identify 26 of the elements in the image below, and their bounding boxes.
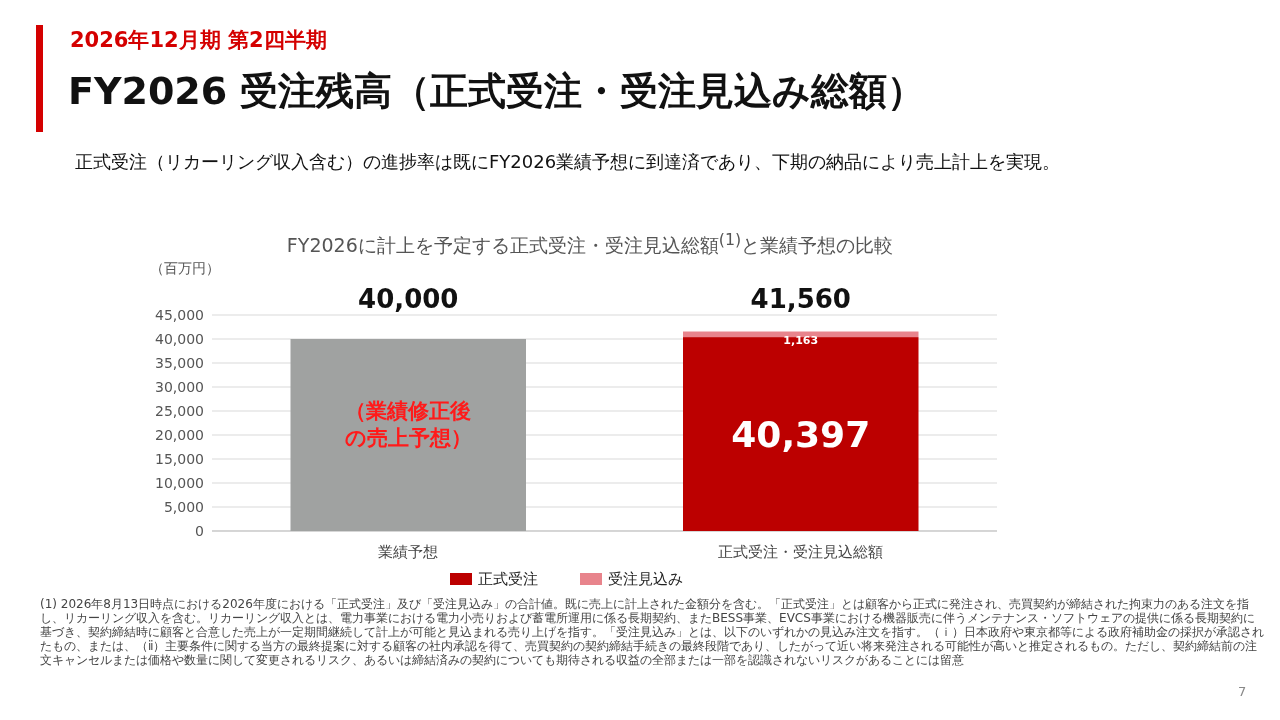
text: (1) 2026年8月13日時点における2026年度における「正式受注」及び「受注見込み」の合計値。既に売上に計上された金額分を含む。「正式受注」とは顧客から正式に発注され、売買契約が締結された拘束力のある注文を指し、リカーリング収入を含む。リカーリング収入とは、電力事業における電力小売りおよび蓄電所運用に係る長期契約、またBESS事業、EVCS事業における機器販売に伴うメンテナンス・ソフトウェアの提供に係る長期契約に基づき、契約締結時に顧客と合意した売上が一定期間継続して計上が可能と見込まれる売り上げを指す。「受注見込み」とは、以下のいずれかの見込み注文を指す。（ｉ）日本政府や東京都等による政府補助金の採択が承認されたもの、または、（ⅱ）主要条件に関する当方の最終提案に対する顧客の社内承認を得て、売買契約の契約締結手続きの最終段階であり、したがって近い将来発注される可能性が高いと推定されるもの。ただし、契約締結前の注文キャンセルまたは価格や数量に関して変更されるリスク、あるいは締結済みの契約についても期待される収益の全部または一部を認識されないリスクがあることには留意 [40, 597, 1265, 667]
y-tick-label: 25,000 [155, 403, 204, 419]
y-tick-label: 0 [195, 523, 204, 539]
y-tick-label: 45,000 [155, 307, 204, 323]
y-tick-label: 30,000 [155, 379, 204, 395]
data-label: 40,397 [731, 414, 871, 456]
total-label: 40,000 [358, 284, 459, 314]
annotation: （業績修正後の売上予想） [343, 398, 473, 452]
legend-label: 正式受注 [478, 570, 538, 588]
text: 正式受注（リカーリング収入含む）の進捗率は既にFY2026業績予想に到達済であり、下期の納品により売上計上を実現。 [75, 150, 1061, 174]
chart-title: FY2026 受注残高（正式受注・受注見込み総額） [68, 68, 926, 115]
total-label: 41,560 [750, 284, 851, 314]
y-tick-label: 5,000 [163, 499, 204, 515]
x-tick-label: 業績予想 [378, 543, 439, 561]
text: 7 [1238, 684, 1247, 699]
y-tick-label: 15,000 [155, 451, 204, 467]
y-tick-label: 40,000 [155, 331, 204, 347]
x-tick-label: 正式受注・受注見込総額 [718, 543, 884, 561]
y-tick-label: 20,000 [155, 427, 204, 443]
y-axis-title: （百万円） [150, 260, 220, 278]
y-tick-label: 35,000 [155, 355, 204, 371]
chart-subtitle: 2026年12月期 第2四半期 [70, 27, 327, 54]
text: FY2026に計上を予定する正式受注・受注見込総額$^{(1)}$と業績予想の比較 [285, 230, 895, 259]
legend-label: 受注見込み [608, 570, 683, 588]
data-label: 1,163 [783, 334, 819, 348]
y-tick-label: 10,000 [155, 475, 204, 491]
